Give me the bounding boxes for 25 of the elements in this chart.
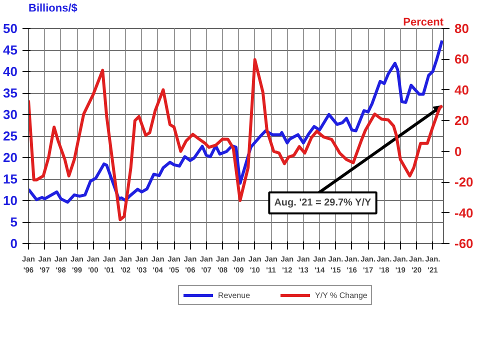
y2-tick-label: 20 — [454, 113, 469, 128]
line-series — [28, 58, 444, 222]
y-tick-label: 15 — [3, 172, 18, 186]
y2-axis-title: Percent — [403, 16, 444, 28]
annotation: Aug. '21 = 29.7% Y/Y — [274, 197, 372, 208]
y-tick-label: 50 — [3, 21, 18, 36]
y-tick-label: 5 — [10, 214, 18, 230]
y2-tick-label: -40 — [454, 205, 474, 220]
y-axis-title: Billions/$ — [28, 2, 78, 14]
y-tick-label: 40 — [3, 64, 18, 79]
y-tick-label: 25 — [3, 128, 18, 144]
y2-tick-label: 0 — [454, 144, 462, 159]
y-tick-label: 20 — [3, 150, 18, 165]
y2-tick-label: -60 — [454, 236, 474, 251]
y-tick-label: 0 — [10, 236, 18, 251]
y2-tick-label: 60 — [454, 52, 469, 67]
y-tick-label: 45 — [3, 42, 18, 58]
y-tick-label: 10 — [3, 193, 18, 208]
y2-tick-label: 40 — [454, 82, 469, 98]
y-tick-label: 30 — [3, 107, 18, 122]
y2-tick-label: 80 — [454, 21, 469, 36]
y-tick-label: 35 — [3, 86, 18, 100]
y2-tick-label: -20 — [454, 174, 474, 190]
legend-label: Y/Y % Change — [315, 290, 368, 300]
legend-label: Revenue — [218, 290, 250, 300]
